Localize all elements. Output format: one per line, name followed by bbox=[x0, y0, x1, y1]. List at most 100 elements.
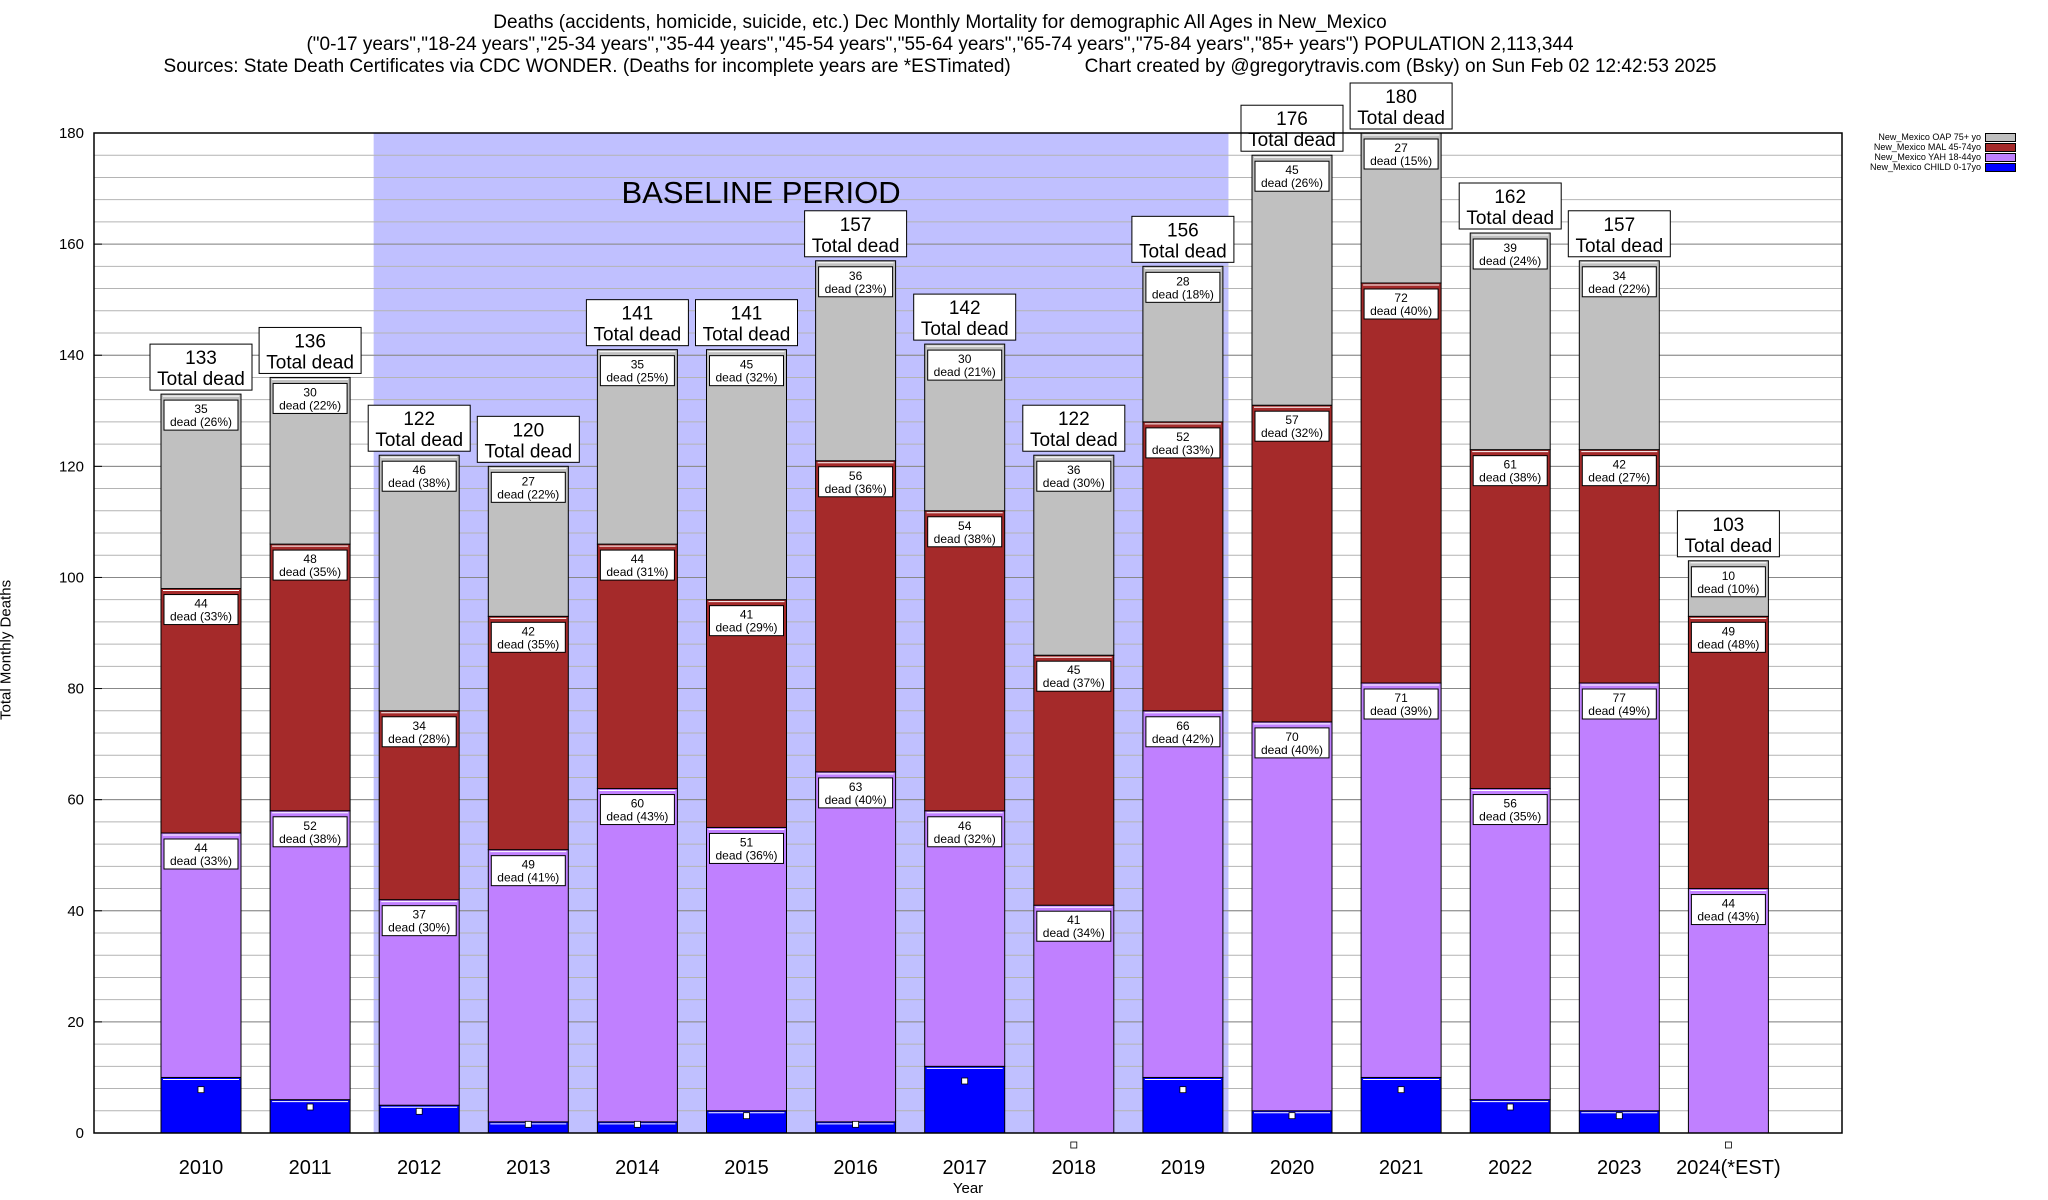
total-label-box bbox=[1676, 510, 1780, 558]
segment-value-label: 45 bbox=[1067, 663, 1081, 677]
total-value-label: 142 bbox=[949, 298, 981, 319]
bar-segment-mal bbox=[1469, 449, 1551, 790]
segment-value-label: 72 bbox=[1394, 291, 1408, 305]
total-dead-label: Total dead bbox=[1248, 130, 1336, 151]
x-tick-label: 2018 bbox=[1052, 1157, 1097, 1179]
bar-segment-yah bbox=[160, 832, 242, 1078]
child-value-marker bbox=[524, 1120, 532, 1128]
total-value-label: 162 bbox=[1494, 187, 1526, 208]
segment-value-label: 46 bbox=[413, 463, 427, 477]
child-value-marker bbox=[1397, 1086, 1405, 1094]
segment-percent-label: dead (40%) bbox=[1370, 304, 1432, 318]
x-tick-label: 2019 bbox=[1161, 1157, 1206, 1179]
segment-percent-label: dead (41%) bbox=[497, 871, 559, 885]
segment-label-box bbox=[709, 832, 784, 864]
segment-label-box bbox=[1472, 238, 1548, 270]
segment-percent-label: dead (32%) bbox=[934, 832, 996, 846]
bar-segment-mal bbox=[706, 599, 787, 828]
bar-segment-oap bbox=[1251, 154, 1333, 406]
legend-label-oap: New_Mexico OAP 75+ yo bbox=[1878, 132, 1982, 142]
total-label-box bbox=[1567, 210, 1671, 258]
segment-percent-label: dead (43%) bbox=[606, 810, 668, 824]
segment-label-box bbox=[818, 266, 894, 298]
segment-label-box bbox=[1036, 910, 1112, 942]
segment-label-box bbox=[1036, 660, 1112, 692]
segment-percent-label: dead (34%) bbox=[1043, 926, 1105, 940]
total-value-label: 156 bbox=[1167, 220, 1199, 241]
segment-percent-label: dead (22%) bbox=[279, 398, 341, 412]
segment-label-box bbox=[1254, 727, 1330, 759]
total-value-label: 141 bbox=[731, 304, 763, 325]
total-value-label: 103 bbox=[1713, 515, 1745, 536]
segment-percent-label: dead (23%) bbox=[825, 282, 887, 296]
total-value-label: 157 bbox=[1603, 215, 1635, 236]
x-tick-label: 2020 bbox=[1270, 1157, 1315, 1179]
child-value-marker bbox=[197, 1086, 205, 1094]
total-dead-label: Total dead bbox=[594, 325, 682, 346]
legend-swatch-mal bbox=[1985, 142, 2017, 152]
bar-segment-yah bbox=[1251, 721, 1333, 1112]
y-tick-label: 180 bbox=[59, 125, 84, 142]
x-tick-label: 2011 bbox=[289, 1157, 332, 1179]
plot-frame bbox=[93, 132, 1843, 1134]
bar-segment-mal bbox=[1142, 421, 1224, 712]
segment-label-box bbox=[1581, 688, 1657, 720]
segment-label-box bbox=[490, 471, 566, 503]
segment-percent-label: dead (24%) bbox=[1479, 254, 1541, 268]
segment-percent-label: dead (31%) bbox=[606, 565, 668, 579]
total-label-box bbox=[1131, 215, 1235, 263]
x-tick-label: 2014 bbox=[615, 1157, 660, 1179]
total-value-label: 176 bbox=[1276, 109, 1308, 130]
bar-segment-yah bbox=[1033, 904, 1115, 1134]
baseline-period-label: BASELINE PERIOD bbox=[622, 175, 901, 210]
y-tick-label: 80 bbox=[67, 681, 84, 698]
total-value-label: 136 bbox=[294, 331, 326, 352]
segment-label-box bbox=[1145, 716, 1221, 748]
segment-percent-label: dead (36%) bbox=[825, 482, 887, 496]
total-label-box bbox=[1349, 82, 1453, 130]
bar-segment-mal bbox=[487, 615, 569, 851]
total-dead-label: Total dead bbox=[1575, 236, 1663, 257]
y-tick-label: 140 bbox=[59, 347, 84, 364]
bar-segment-mal bbox=[160, 588, 242, 834]
chart-legend: New_Mexico OAP 75+ yo New_Mexico MAL 45-… bbox=[1870, 132, 2017, 172]
child-value-marker bbox=[1506, 1103, 1514, 1111]
legend-swatch-yah bbox=[1985, 152, 2017, 162]
segment-value-label: 52 bbox=[1176, 430, 1190, 444]
segment-value-label: 46 bbox=[958, 819, 972, 833]
bar-segment-child bbox=[1142, 1076, 1224, 1134]
y-tick-label: 100 bbox=[59, 569, 84, 586]
y-tick-label: 0 bbox=[76, 1125, 84, 1142]
segment-label-box bbox=[1145, 427, 1221, 459]
total-dead-label: Total dead bbox=[1466, 208, 1554, 229]
segment-percent-label: dead (32%) bbox=[715, 371, 777, 385]
total-dead-label: Total dead bbox=[1030, 430, 1118, 451]
child-value-marker bbox=[743, 1112, 750, 1120]
chart-subtitle: ("0-17 years","18-24 years","25-34 years… bbox=[306, 34, 1574, 55]
child-value-marker bbox=[961, 1077, 969, 1085]
segment-percent-label: dead (42%) bbox=[1152, 732, 1214, 746]
total-dead-label: Total dead bbox=[1685, 536, 1773, 557]
total-dead-label: Total dead bbox=[1139, 241, 1227, 262]
bar-segment-yah bbox=[1360, 682, 1442, 1078]
segment-value-label: 45 bbox=[1285, 163, 1299, 177]
bar-segment-yah bbox=[596, 788, 678, 1123]
segment-label-box bbox=[818, 466, 894, 498]
total-dead-label: Total dead bbox=[703, 325, 791, 346]
total-label-box bbox=[476, 415, 580, 463]
segment-percent-label: dead (30%) bbox=[1043, 476, 1105, 490]
child-value-marker bbox=[1725, 1141, 1732, 1149]
segment-label-box bbox=[381, 716, 457, 748]
segment-label-box bbox=[709, 355, 784, 387]
segment-percent-label: dead (40%) bbox=[825, 793, 887, 807]
segment-value-label: 51 bbox=[740, 835, 754, 849]
total-value-label: 120 bbox=[512, 420, 544, 441]
segment-percent-label: dead (27%) bbox=[1588, 471, 1650, 485]
bar-segment-yah bbox=[924, 810, 1006, 1067]
segment-percent-label: dead (49%) bbox=[1588, 704, 1650, 718]
segment-percent-label: dead (35%) bbox=[279, 565, 341, 579]
segment-percent-label: dead (33%) bbox=[170, 610, 232, 624]
segment-value-label: 36 bbox=[1067, 463, 1081, 477]
segment-value-label: 44 bbox=[194, 597, 208, 611]
